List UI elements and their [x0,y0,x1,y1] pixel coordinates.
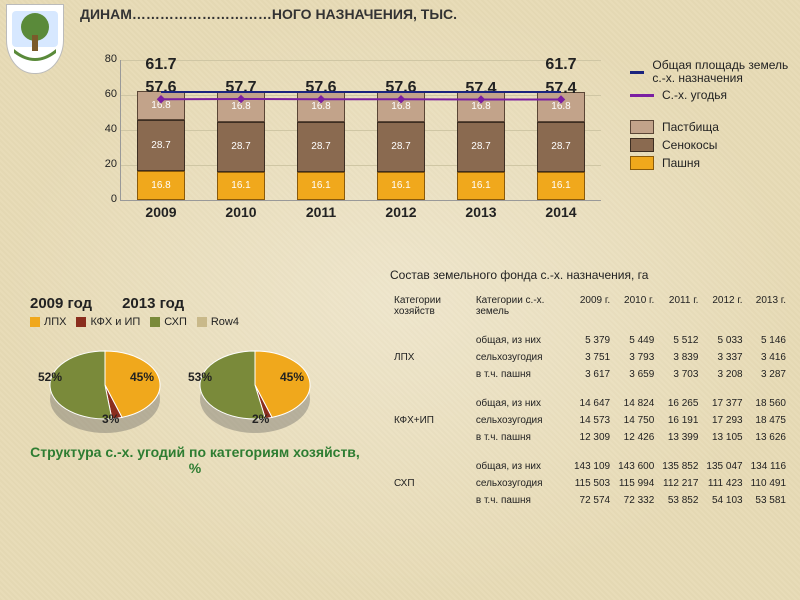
table-row: ЛПХобщая, из них5 3795 4495 5125 0335 14… [390,332,790,349]
bar-segment-senokosy: 28.7 [297,122,345,172]
y-tick: 60 [91,88,117,100]
bar-column: 16.128.716.8 [377,92,425,200]
pie-legend-item: ЛПХ [30,316,66,328]
bar-segment-pashnya: 16.8 [137,171,185,200]
table-header: 2009 г. [570,292,614,320]
line-value-label: 61.7 [145,56,176,74]
table-header: 2013 г. [747,292,790,320]
legend-row: Пашня [630,156,790,170]
legend-label: Общая площадь земель с.-х. назначения [652,59,790,85]
bar-segment-pashnya: 16.1 [297,172,345,200]
table-header: 2010 г. [614,292,658,320]
pie-slice-label: 45% [280,370,304,384]
pie-slice-label: 53% [188,370,212,384]
x-tick: 2009 [137,204,185,220]
line-value-label: 57.7 [225,79,256,97]
legend-row: Общая площадь земель с.-х. назначения [630,59,790,85]
x-tick: 2010 [217,204,265,220]
bar-segment-senokosy: 28.7 [537,122,585,172]
table-header: 2012 г. [702,292,746,320]
pie-chart: 45% 3% 52% [30,330,180,440]
legend-right: Общая площадь земель с.-х. назначения С.-… [630,55,790,174]
legend-label: Пашня [662,157,700,170]
legend-row: Сенокосы [630,138,790,152]
bar-segment-senokosy: 28.7 [217,122,265,172]
legend-row: С.-х. угодья [630,89,790,102]
table-row: КФХ+ИПобщая, из них14 64714 82416 26517 … [390,395,790,412]
pie-chart: 45% 2% 53% [180,330,330,440]
line-value-label: 57.4 [545,80,576,98]
data-table: Категории хозяйствКатегории с.-х. земель… [390,292,790,521]
bar-segment-senokosy: 28.7 [457,122,505,172]
table-title: Состав земельного фонда с.-х. назначения… [390,268,648,282]
legend-row: Пастбища [630,120,790,134]
pie-legend-item: Row4 [197,316,239,328]
tree-icon [10,9,60,67]
pie-slice-label: 3% [102,412,119,426]
x-tick: 2014 [537,204,585,220]
table-row: СХПобщая, из них143 109143 600135 852135… [390,458,790,475]
page-title: ДИНАМ…………………………НОГО НАЗНАЧЕНИЯ, ТЫС. [80,6,790,22]
line-value-label: 57.6 [145,79,176,97]
x-tick: 2011 [297,204,345,220]
legend-swatch [630,156,654,170]
x-tick: 2013 [457,204,505,220]
bar-column: 16.828.716.8 [137,91,185,200]
pie-legend: ЛПХ КФХ и ИП СХП Row4 [30,316,360,330]
table-header: 2011 г. [658,292,702,320]
bar-segment-pashnya: 16.1 [457,172,505,200]
pie-slice-label: 52% [38,370,62,384]
y-tick: 20 [91,158,117,170]
bar-segment-pashnya: 16.1 [377,172,425,200]
bar-segment-pashnya: 16.1 [217,172,265,200]
table-header: Категории хозяйств [390,292,472,320]
legend-label: Пастбища [662,121,719,134]
line-value-label: 57.6 [305,79,336,97]
x-tick: 2012 [377,204,425,220]
pie-year-title: 2013 год [122,295,184,312]
pies-caption: Структура с.-х. угодий по категориям хоз… [30,444,360,476]
legend-label: Сенокосы [662,139,717,152]
line-value-label: 61.7 [545,56,576,74]
bar-segment-pashnya: 16.1 [537,172,585,200]
legend-swatch [630,120,654,134]
combo-plot: 02040608016.828.716.8200916.128.716.8201… [120,60,601,201]
pie-legend-item: КФХ и ИП [76,316,140,328]
legend-swatch [630,138,654,152]
bar-column: 16.128.716.8 [217,92,265,200]
y-tick: 80 [91,53,117,65]
bar-column: 16.128.716.8 [537,92,585,200]
legend-swatch [630,94,654,97]
legend-label: С.-х. угодья [662,89,727,102]
bar-segment-senokosy: 28.7 [137,120,185,170]
pie-section: 2009 год 2013 год ЛПХ КФХ и ИП СХП Row4 45% 3% 5… [30,295,360,476]
table-header: Категории с.-х. земель [472,292,570,320]
pie-slice-label: 45% [130,370,154,384]
bar-segment-senokosy: 28.7 [377,122,425,172]
pie-year-title: 2009 год [30,295,92,312]
y-tick: 0 [91,193,117,205]
emblem [6,4,64,74]
y-tick: 40 [91,123,117,135]
bar-column: 16.128.716.8 [297,92,345,200]
bar-column: 16.128.716.8 [457,92,505,200]
legend-swatch [630,71,644,74]
pie-legend-item: СХП [150,316,187,328]
pie-slice-label: 2% [252,412,269,426]
line-value-label: 57.6 [385,79,416,97]
line-value-label: 57.4 [465,80,496,98]
combo-chart: 02040608016.828.716.8200916.128.716.8201… [80,60,610,230]
